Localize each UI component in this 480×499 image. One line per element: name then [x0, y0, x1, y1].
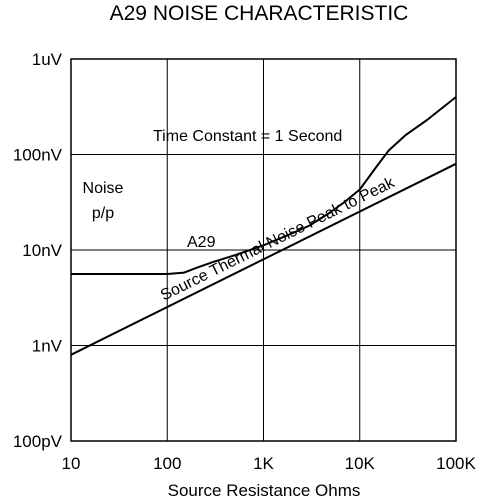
y-tick-label: 1nV: [32, 337, 63, 356]
series-line-a29: [71, 96, 457, 275]
x-tick-label: 100: [153, 454, 181, 473]
tick-labels: 10 100 1K 10K 100K 100pV 1nV 10nV 100nV 1uV: [13, 50, 477, 473]
y-axis-label-line-1: Noise: [83, 180, 124, 197]
x-tick-label: 10K: [345, 454, 376, 473]
series-line-thermal-noise: [70, 162, 457, 356]
y-tick-label: 100nV: [13, 146, 63, 165]
x-tick-label: 10: [62, 454, 81, 473]
grid: [71, 59, 456, 441]
x-tick-label: 100K: [436, 454, 476, 473]
x-axis-label: Source Resistance Ohms: [168, 481, 361, 499]
y-tick-label: 1uV: [32, 50, 63, 69]
chart-title: A29 NOISE CHARACTERISTIC: [110, 2, 409, 25]
annotation-time-constant: Time Constant = 1 Second: [153, 128, 342, 145]
x-tick-label: 1K: [253, 454, 274, 473]
series: [70, 96, 457, 356]
plot-frame: [70, 58, 457, 442]
series-label-a29: A29: [187, 234, 216, 251]
y-axis-label-line-2: p/p: [92, 205, 114, 222]
y-tick-label: 100pV: [13, 432, 63, 451]
y-tick-label: 10nV: [22, 241, 62, 260]
